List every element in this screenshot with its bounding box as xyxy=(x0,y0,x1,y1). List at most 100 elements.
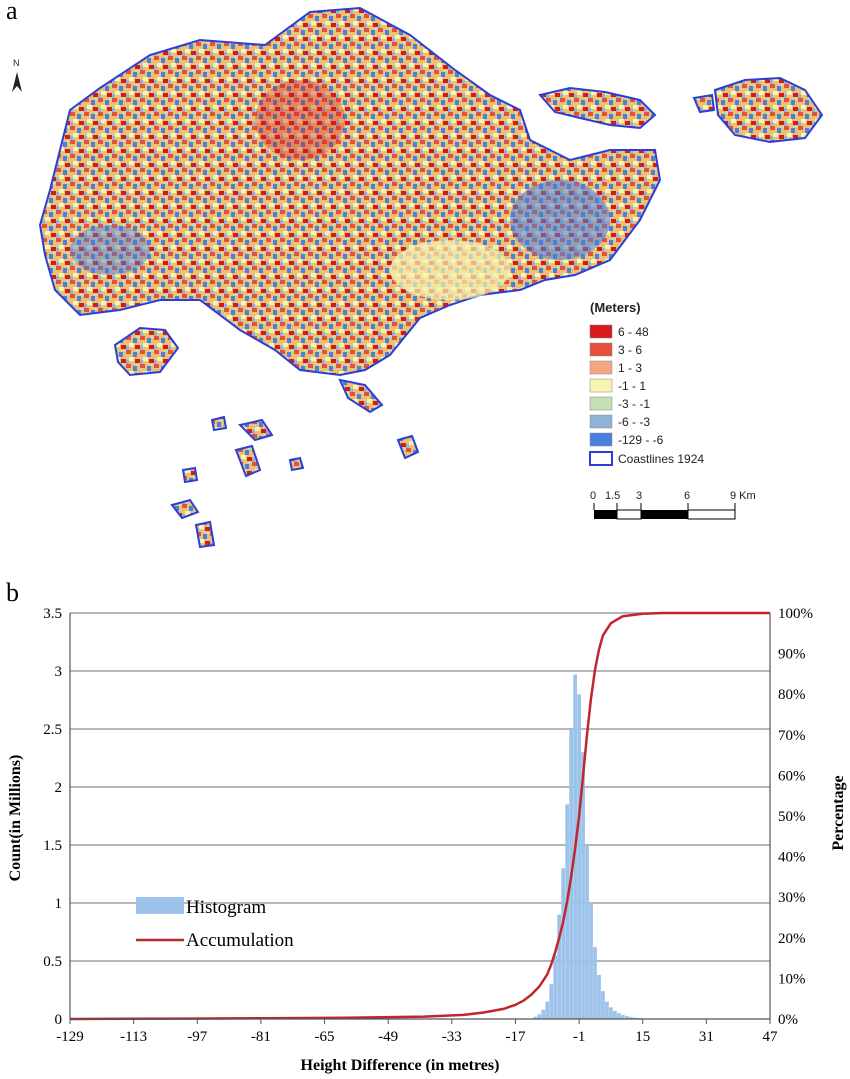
x-tick-label-10: 31 xyxy=(699,1029,714,1045)
legend-swatch-class-5 xyxy=(589,414,613,429)
x-tick-label-3: -81 xyxy=(251,1029,271,1045)
map-legend-title: (Meters) xyxy=(590,300,641,315)
y2-tick-label-8: 80% xyxy=(778,687,806,703)
x-tick-label-1: -113 xyxy=(120,1029,147,1045)
y2-tick-label-6: 60% xyxy=(778,768,806,784)
histogram-bar-17 xyxy=(601,991,605,1019)
legend-label-class-3: -1 - 1 xyxy=(618,379,646,393)
y2-tick-label-10: 100% xyxy=(778,606,813,622)
histogram-bar-8 xyxy=(565,804,570,1019)
legend-label-class-1: 3 - 6 xyxy=(618,343,642,357)
y-axis-title: Count(in Millions) xyxy=(7,755,24,882)
x-axis-title: Height Difference (in metres) xyxy=(301,1057,500,1074)
main-island xyxy=(38,6,662,377)
x-tick-label-4: -65 xyxy=(315,1029,335,1045)
x-tick-label-2: -97 xyxy=(187,1029,207,1045)
legend-swatch-class-4 xyxy=(589,396,613,411)
legend-swatch-coastline xyxy=(589,451,613,466)
x-tick-label-9: 15 xyxy=(635,1029,650,1045)
histogram-bar-13 xyxy=(585,845,589,1019)
histogram-bar-4 xyxy=(549,984,554,1019)
y2-axis-title: Percentage xyxy=(830,775,847,850)
map-legend: (Meters) 6 - 48 3 - 6 1 - 3 -1 - 1 -3 - -1 -6… xyxy=(589,300,704,466)
panel-a-label: a xyxy=(6,0,18,25)
y2-tick-label-3: 30% xyxy=(778,890,806,906)
y2-tick-label-2: 20% xyxy=(778,931,806,947)
legend-swatch-histogram xyxy=(136,897,184,914)
y2-tick-label-7: 70% xyxy=(778,728,806,744)
y-tick-label-5: 2.5 xyxy=(43,722,62,738)
histogram-bar-19 xyxy=(609,1007,613,1019)
legend-swatch-class-6 xyxy=(589,432,613,447)
histogram-bar-22 xyxy=(620,1014,625,1019)
legend-label-class-0: 6 - 48 xyxy=(618,325,649,339)
chart-axes xyxy=(69,613,771,1024)
histogram-bar-20 xyxy=(612,1010,617,1019)
histogram-bar-7 xyxy=(561,868,566,1019)
histogram-bar-0 xyxy=(533,1016,538,1019)
histogram-bar-3 xyxy=(545,1001,550,1019)
histogram-bar-14 xyxy=(589,903,593,1019)
legend-label-accumulation: Accumulation xyxy=(186,930,294,951)
legend-swatch-class-3 xyxy=(589,378,613,393)
y2-tick-label-0: 0% xyxy=(778,1012,798,1028)
legend-swatch-class-2 xyxy=(589,360,613,375)
x-tick-label-8: -1 xyxy=(573,1029,586,1045)
histogram-bar-2 xyxy=(541,1009,546,1019)
histogram-bar-6 xyxy=(557,914,562,1019)
histogram-bar-12 xyxy=(581,752,585,1019)
southern-islands xyxy=(113,326,420,549)
y2-tick-label-1: 10% xyxy=(778,971,806,987)
histogram-bar-1 xyxy=(537,1014,542,1019)
x-tick-label-7: -17 xyxy=(505,1029,525,1045)
y-tick-label-6: 3 xyxy=(55,664,63,680)
scale-label-2: 3 xyxy=(636,490,642,502)
north-arrow-label: N xyxy=(13,58,20,68)
legend-label-class-5: -6 - -3 xyxy=(618,415,650,429)
legend-label-coastline: Coastlines 1924 xyxy=(618,452,704,466)
y2-tick-label-5: 50% xyxy=(778,809,806,825)
histogram-bar-21 xyxy=(616,1013,621,1019)
histogram-bar-5 xyxy=(553,955,558,1019)
pulau-tekong-island xyxy=(692,76,824,144)
histogram-bar-23 xyxy=(624,1016,629,1019)
y-tick-label-0: 0 xyxy=(55,1012,63,1028)
legend-label-class-4: -3 - -1 xyxy=(618,397,650,411)
x-tick-label-5: -49 xyxy=(378,1029,398,1045)
chart-tick-labels: 0 0.5 1 1.5 2 2.5 3 3.5 0% 10% 20% 30% 40% 50% 60% 70% 8… xyxy=(43,606,813,1045)
histogram-bar-16 xyxy=(597,974,601,1019)
panel-b-label: b xyxy=(6,578,19,607)
north-arrow-icon: N xyxy=(12,58,22,92)
y2-tick-label-4: 40% xyxy=(778,850,806,866)
legend-swatch-class-0 xyxy=(589,324,613,339)
scale-label-0: 0 xyxy=(590,490,596,502)
scale-bar: 0 1.5 3 6 9 Km xyxy=(590,490,756,520)
y-tick-label-4: 2 xyxy=(55,780,63,796)
y-tick-label-3: 1.5 xyxy=(43,838,62,854)
histogram-bar-24 xyxy=(628,1016,633,1019)
x-tick-label-11: 47 xyxy=(763,1029,779,1045)
scale-label-4: 9 Km xyxy=(730,490,756,502)
legend-label-class-6: -129 - -6 xyxy=(618,433,664,447)
scale-label-1: 1.5 xyxy=(605,490,620,502)
x-tick-label-0: -129 xyxy=(56,1029,84,1045)
accumulation-series-line xyxy=(69,611,770,1021)
x-tick-label-6: -33 xyxy=(442,1029,462,1045)
accumulation-line xyxy=(69,611,770,1021)
chart-gridlines xyxy=(70,612,770,962)
y-tick-label-2: 1 xyxy=(55,896,63,912)
y-tick-label-7: 3.5 xyxy=(43,606,62,622)
scale-label-3: 6 xyxy=(684,490,690,502)
elevation-difference-map: N xyxy=(12,6,824,549)
pulau-ubin-island xyxy=(538,86,657,130)
y2-tick-label-9: 90% xyxy=(778,647,806,663)
legend-swatch-class-1 xyxy=(589,342,613,357)
histogram-bar-25 xyxy=(632,1017,637,1019)
chart-legend: Histogram Accumulation xyxy=(136,897,294,951)
legend-label-histogram: Histogram xyxy=(186,897,266,918)
legend-label-class-2: 1 - 3 xyxy=(618,361,642,375)
histogram-bar-11 xyxy=(577,694,581,1019)
histogram-bar-18 xyxy=(605,1001,609,1019)
